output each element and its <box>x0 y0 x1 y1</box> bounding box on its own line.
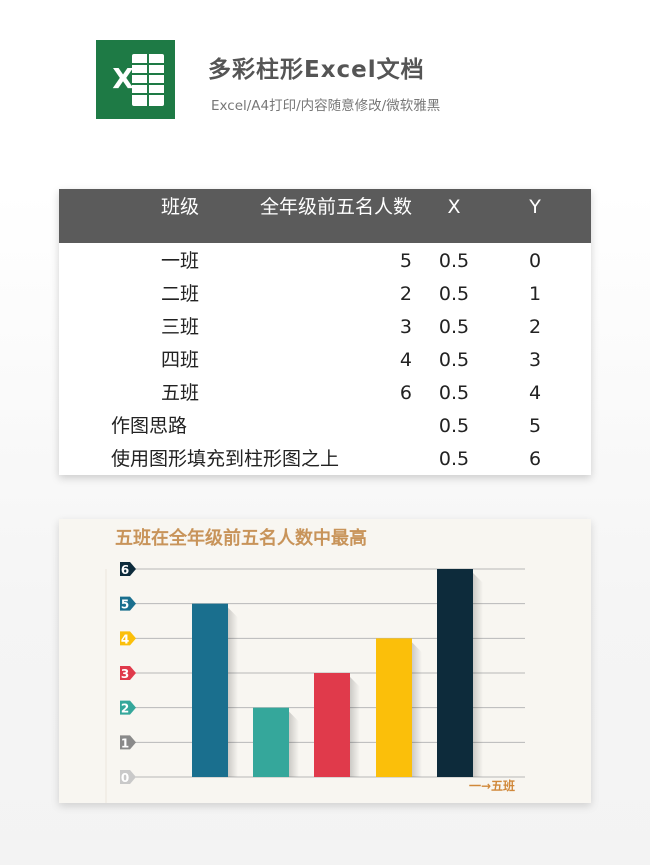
cell-count: 3 <box>399 316 412 338</box>
bar <box>192 603 228 777</box>
bar-chart: 0 1 2 3 4 5 6 <box>105 562 525 803</box>
cell-y: 2 <box>528 316 542 338</box>
bar <box>253 707 289 777</box>
cell-x: 0.5 <box>438 382 470 404</box>
cell-y: 1 <box>528 283 542 305</box>
table-row: 五班 6 0.5 4 <box>59 377 591 410</box>
tick-label: 5 <box>121 598 129 612</box>
cell-x: 0.5 <box>438 283 470 305</box>
excel-logo: X <box>96 40 175 119</box>
column-header-y: Y <box>529 196 541 218</box>
tick-badge <box>120 735 136 750</box>
cell-count: 5 <box>399 250 412 272</box>
bar-shadow <box>228 607 238 777</box>
bar-shadow <box>473 573 483 777</box>
column-header-x: X <box>447 196 461 218</box>
data-table: 班级 全年级前五名人数 X Y 一班 5 0.5 0 二班 2 0.5 1 三班… <box>59 189 591 475</box>
tick-label: 0 <box>121 771 129 785</box>
tick-label: 6 <box>121 563 129 577</box>
cell-x: 0.5 <box>438 448 470 470</box>
chart-title: 五班在全年级前五名人数中最高 <box>115 528 367 549</box>
bar-shadow <box>350 677 360 777</box>
tick-badge <box>120 666 136 680</box>
tick-label: 2 <box>121 702 129 716</box>
table-row: 使用图形填充到柱形图之上 0.5 6 <box>59 443 591 476</box>
cell-class: 四班 <box>160 349 199 371</box>
excel-x-letter: X <box>112 62 134 95</box>
cell-class: 一班 <box>160 250 199 272</box>
cell-count: 2 <box>399 283 412 305</box>
table-row: 四班 4 0.5 3 <box>59 344 591 377</box>
chart-annotation: 一→五班 <box>469 779 516 793</box>
bar <box>376 638 412 777</box>
tick-badge <box>120 596 136 611</box>
cell-class: 三班 <box>160 316 199 338</box>
cell-class: 二班 <box>160 283 199 305</box>
cell-y: 6 <box>528 448 542 470</box>
page-header: X 多彩柱形Excel文档 Excel/A4打印/内容随意修改/微软雅黑 <box>0 0 650 150</box>
cell-count: 6 <box>399 382 412 404</box>
cell-x: 0.5 <box>438 415 470 437</box>
spreadsheet-grid-icon <box>132 54 164 106</box>
table-header-row: 班级 全年级前五名人数 X Y <box>59 189 591 243</box>
cell-note: 使用图形填充到柱形图之上 <box>111 448 340 470</box>
tick-badge <box>120 562 136 576</box>
cell-y: 3 <box>528 349 542 371</box>
cell-x: 0.5 <box>438 250 470 272</box>
tick-label: 3 <box>121 667 129 681</box>
cell-y: 0 <box>528 250 542 272</box>
bar <box>314 673 350 777</box>
page-title: 多彩柱形Excel文档 <box>208 57 425 83</box>
cell-x: 0.5 <box>438 349 470 371</box>
bar-shadow <box>412 642 422 777</box>
bar-chart-card: 五班在全年级前五名人数中最高 0 1 2 3 4 5 6 一→五班 <box>59 519 591 803</box>
tick-badge <box>120 631 136 646</box>
page-subtitle: Excel/A4打印/内容随意修改/微软雅黑 <box>211 98 441 114</box>
tick-label: 1 <box>121 736 129 750</box>
bar-shadow <box>289 711 299 777</box>
table-row: 作图思路 0.5 5 <box>59 410 591 443</box>
table-row: 三班 3 0.5 2 <box>59 311 591 344</box>
cell-y: 5 <box>528 415 542 437</box>
table-row: 二班 2 0.5 1 <box>59 278 591 311</box>
tick-badge <box>120 770 136 784</box>
cell-y: 4 <box>528 382 542 404</box>
cell-count: 4 <box>399 349 412 371</box>
table-row: 一班 5 0.5 0 <box>59 245 591 278</box>
cell-x: 0.5 <box>438 316 470 338</box>
bar <box>437 569 473 777</box>
column-header-count: 全年级前五名人数 <box>259 196 412 218</box>
tick-label: 4 <box>121 632 129 646</box>
cell-note: 作图思路 <box>111 415 188 437</box>
tick-badge <box>120 700 136 715</box>
column-header-class: 班级 <box>160 196 199 218</box>
cell-class: 五班 <box>160 382 199 404</box>
